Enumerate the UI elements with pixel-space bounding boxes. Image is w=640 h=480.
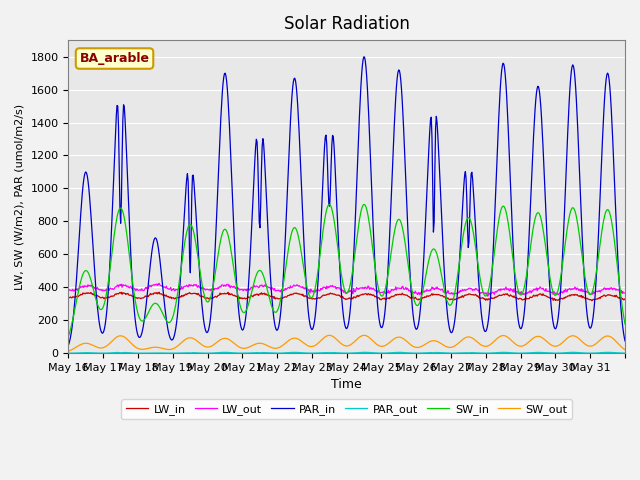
PAR_out [405, 350, 413, 356]
Line: LW_in: LW_in [68, 292, 625, 300]
Line: PAR_out: PAR_out [68, 352, 625, 353]
Title: Solar Radiation: Solar Radiation [284, 15, 410, 33]
PAR_in [621, 338, 629, 344]
LW_in [233, 294, 241, 300]
LW_out [484, 293, 492, 299]
PAR_out [436, 350, 444, 356]
Legend: LW_in, LW_out, PAR_in, PAR_out, SW_in, SW_out: LW_in, LW_out, PAR_in, PAR_out, SW_in, S… [122, 399, 572, 419]
LW_out [621, 290, 629, 296]
SW_out [621, 347, 629, 353]
LW_in [130, 294, 138, 300]
PAR_in [260, 141, 268, 146]
LW_out [260, 282, 268, 288]
PAR_out [260, 350, 268, 356]
SW_out [281, 341, 289, 347]
SW_out [260, 341, 268, 347]
Text: BA_arable: BA_arable [79, 52, 150, 65]
LW_in [621, 296, 629, 302]
LW_out [233, 285, 241, 290]
SW_out [130, 343, 138, 348]
SW_out [436, 340, 444, 346]
SW_in [281, 272, 289, 278]
SW_in [65, 334, 72, 339]
SW_out [65, 348, 72, 354]
Line: SW_out: SW_out [68, 336, 625, 351]
PAR_out [130, 350, 138, 356]
SW_out [232, 342, 240, 348]
PAR_out [360, 349, 367, 355]
LW_in [405, 294, 413, 300]
SW_in [130, 288, 138, 293]
LW_out [130, 287, 138, 292]
SW_in [260, 273, 268, 279]
SW_in [436, 264, 444, 270]
LW_in [588, 298, 595, 303]
PAR_in [130, 301, 138, 307]
PAR_in [405, 246, 413, 252]
PAR_in [360, 54, 367, 60]
SW_in [405, 266, 413, 272]
SW_in [621, 321, 629, 327]
LW_in [260, 290, 268, 296]
Y-axis label: LW, SW (W/m2), PAR (umol/m2/s): LW, SW (W/m2), PAR (umol/m2/s) [15, 104, 25, 290]
SW_out [360, 333, 367, 338]
SW_in [232, 281, 240, 287]
PAR_in [281, 249, 289, 255]
PAR_out [65, 350, 72, 356]
SW_in [360, 202, 367, 207]
LW_in [156, 289, 163, 295]
PAR_in [65, 342, 72, 348]
LW_in [65, 295, 72, 300]
Line: PAR_in: PAR_in [68, 57, 625, 345]
LW_out [405, 288, 413, 294]
Line: LW_out: LW_out [68, 283, 625, 296]
Line: SW_in: SW_in [68, 204, 625, 336]
LW_out [436, 287, 444, 292]
PAR_in [232, 271, 240, 276]
LW_in [436, 292, 444, 298]
LW_in [282, 294, 289, 300]
PAR_out [232, 350, 240, 356]
PAR_in [436, 177, 444, 183]
PAR_out [281, 350, 289, 356]
X-axis label: Time: Time [332, 378, 362, 392]
PAR_out [621, 350, 629, 356]
SW_out [405, 340, 413, 346]
LW_out [156, 280, 163, 286]
LW_out [65, 288, 72, 294]
LW_out [282, 285, 289, 291]
